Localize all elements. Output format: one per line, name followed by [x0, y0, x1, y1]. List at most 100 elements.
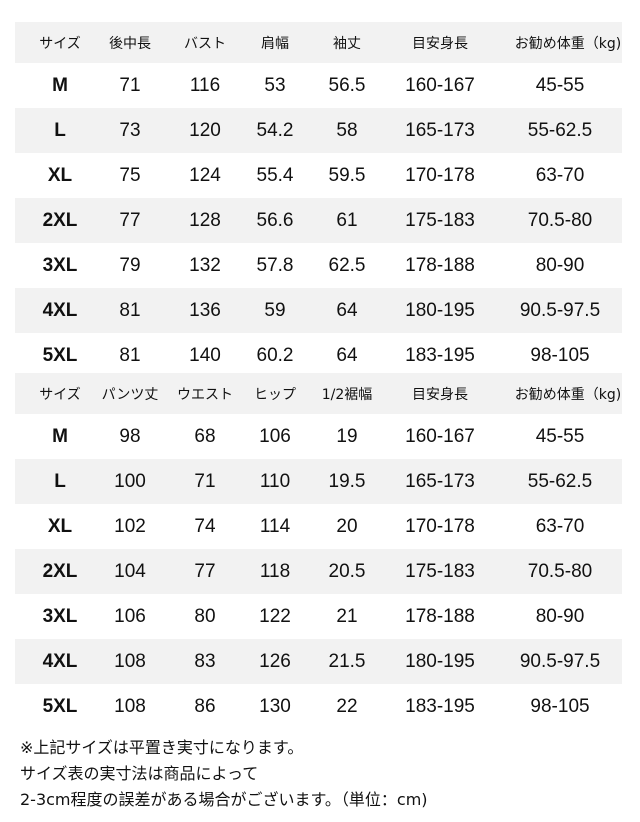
- table-cell: 63-70: [535, 164, 585, 186]
- table-cell: 74: [194, 515, 216, 537]
- table-cell: 80-90: [535, 605, 585, 627]
- table-cell: 61: [336, 209, 358, 231]
- table-cell: 19.5: [328, 470, 366, 492]
- table-cell: 114: [259, 515, 291, 537]
- table-cell: 19: [336, 425, 358, 447]
- table-cell: 132: [189, 254, 221, 276]
- size-label: 4XL: [42, 650, 78, 672]
- table-cell: 86: [194, 695, 216, 717]
- table-cell: 116: [189, 74, 221, 96]
- table-cell: 106: [259, 425, 291, 447]
- table-cell: 77: [119, 209, 141, 231]
- size-label: 3XL: [42, 605, 78, 627]
- size-label: 3XL: [42, 254, 78, 276]
- table-cell: 80-90: [535, 254, 585, 276]
- table-cell: 120: [189, 119, 221, 141]
- table-row: XL 102 74 114 20 170-178 63-70: [15, 504, 622, 549]
- table-cell: 102: [114, 515, 146, 537]
- pants-size-table: サイズ パンツ丈 ウエスト ヒップ 1/2裾幅 目安身長 お勧め体重（kg) M 98 68 106…: [15, 373, 622, 729]
- size-label: L: [54, 119, 66, 141]
- table-cell: 90.5-97.5: [519, 299, 601, 321]
- table-cell: 80: [194, 605, 216, 627]
- table-cell: 64: [336, 299, 358, 321]
- table-cell: 68: [194, 425, 216, 447]
- table-cell: 77: [194, 560, 216, 582]
- table-cell: 108: [114, 695, 146, 717]
- column-header: パンツ丈: [101, 386, 159, 403]
- table-cell: 104: [114, 560, 146, 582]
- size-label: M: [52, 425, 68, 447]
- table-row: 3XL 79 132 57.8 62.5 178-188 80-90: [15, 243, 622, 288]
- table-row: 3XL 106 80 122 21 178-188 80-90: [15, 594, 622, 639]
- column-header: 後中長: [109, 35, 151, 52]
- size-label: M: [52, 74, 68, 96]
- table-cell: 98-105: [530, 344, 590, 366]
- column-header: ヒップ: [254, 386, 296, 403]
- size-label: 4XL: [42, 299, 78, 321]
- table-cell: 21.5: [328, 650, 366, 672]
- table-cell: 98-105: [530, 695, 590, 717]
- column-header: 肩幅: [261, 35, 289, 52]
- table-cell: 98: [119, 425, 141, 447]
- table-cell: 160-167: [405, 74, 475, 96]
- table-cell: 180-195: [405, 650, 475, 672]
- table-cell: 71: [194, 470, 216, 492]
- size-label: 2XL: [42, 209, 78, 231]
- table-cell: 56.6: [256, 209, 294, 231]
- table-cell: 183-195: [405, 344, 475, 366]
- table-cell: 122: [259, 605, 291, 627]
- table-cell: 55-62.5: [527, 119, 593, 141]
- table-row: 5XL 108 86 130 22 183-195 98-105: [15, 684, 622, 729]
- table-cell: 55-62.5: [527, 470, 593, 492]
- table-cell: 178-188: [405, 605, 475, 627]
- table-cell: 165-173: [405, 119, 475, 141]
- table-cell: 100: [114, 470, 146, 492]
- table-cell: 70.5-80: [527, 209, 593, 231]
- note-line: サイズ表の実寸法は商品によって: [20, 764, 259, 783]
- column-header: 1/2裾幅: [321, 386, 373, 403]
- table-cell: 175-183: [405, 560, 475, 582]
- table-cell: 183-195: [405, 695, 475, 717]
- note-line: 2-3cm程度の誤差がある場合がございます。（単位：cm): [20, 790, 428, 809]
- column-header: お勧め体重（kg): [514, 386, 622, 403]
- table-cell: 64: [336, 344, 358, 366]
- table-cell: 178-188: [405, 254, 475, 276]
- table-cell: 63-70: [535, 515, 585, 537]
- column-header: サイズ: [39, 35, 81, 52]
- size-label: 5XL: [42, 344, 78, 366]
- size-label: XL: [47, 164, 73, 186]
- table-cell: 180-195: [405, 299, 475, 321]
- table-row: 5XL 81 140 60.2 64 183-195 98-105: [15, 333, 622, 378]
- table-row: M 71 116 53 56.5 160-167 45-55: [15, 63, 622, 108]
- table-row: 4XL 81 136 59 64 180-195 90.5-97.5: [15, 288, 622, 333]
- table-cell: 110: [259, 470, 291, 492]
- table-cell: 165-173: [405, 470, 475, 492]
- table-cell: 75: [119, 164, 141, 186]
- table-cell: 130: [259, 695, 291, 717]
- column-header: 袖丈: [333, 35, 361, 52]
- column-header: 目安身長: [412, 35, 468, 52]
- table-cell: 126: [259, 650, 291, 672]
- table-row: 4XL 108 83 126 21.5 180-195 90.5-97.5: [15, 639, 622, 684]
- table-cell: 83: [194, 650, 216, 672]
- table-cell: 60.2: [256, 344, 294, 366]
- column-header: お勧め体重（kg): [514, 35, 622, 52]
- column-header: 目安身長: [412, 386, 468, 403]
- table-cell: 140: [189, 344, 221, 366]
- table-cell: 90.5-97.5: [519, 650, 601, 672]
- table-cell: 57.8: [256, 254, 294, 276]
- table-row: 2XL 77 128 56.6 61 175-183 70.5-80: [15, 198, 622, 243]
- table-cell: 20.5: [328, 560, 366, 582]
- table-cell: 71: [119, 74, 141, 96]
- column-header: ウエスト: [177, 386, 233, 403]
- table-cell: 55.4: [256, 164, 294, 186]
- table-cell: 20: [336, 515, 358, 537]
- table-cell: 70.5-80: [527, 560, 593, 582]
- table-row: L 73 120 54.2 58 165-173 55-62.5: [15, 108, 622, 153]
- table-cell: 170-178: [405, 164, 475, 186]
- table-cell: 53: [264, 74, 286, 96]
- table-cell: 62.5: [328, 254, 366, 276]
- table-cell: 21: [336, 605, 358, 627]
- table-cell: 81: [119, 344, 141, 366]
